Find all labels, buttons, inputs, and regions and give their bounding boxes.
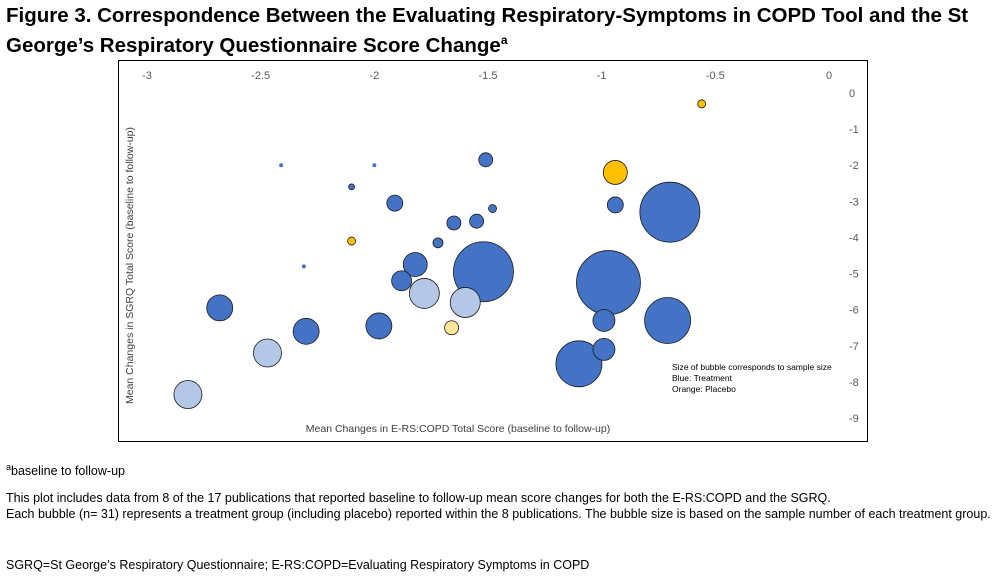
bubble-treatment-light-0 bbox=[408, 278, 440, 309]
y-tick-label: -5 bbox=[849, 269, 859, 281]
bubble-treatment-8 bbox=[386, 194, 404, 212]
bubble-treatment-13 bbox=[206, 294, 234, 322]
bubble-treatment-19 bbox=[592, 309, 616, 332]
bubble-treatment-1 bbox=[372, 163, 377, 168]
bubble-treatment-6 bbox=[469, 213, 485, 229]
y-axis-title: Mean Changes in SGRQ Total Score (baseli… bbox=[124, 127, 136, 404]
figure-title: Figure 3. Correspondence Between the Eva… bbox=[6, 4, 986, 58]
footnote-description-line-2: Each bubble (n= 31) represents a treatme… bbox=[6, 507, 991, 521]
bubble-treatment-2 bbox=[348, 183, 356, 191]
bubble-treatment-5 bbox=[488, 204, 497, 213]
y-tick-label: -3 bbox=[849, 196, 859, 208]
figure-title-text: Figure 3. Correspondence Between the Eva… bbox=[6, 4, 969, 57]
bubble-treatment-0 bbox=[279, 163, 284, 168]
y-tick-label: -6 bbox=[849, 305, 859, 317]
bubble-treatment-light-1 bbox=[449, 287, 481, 318]
chart-frame: -3 -2.5 -2 -1.5 -1 -0.5 0 0 -1 -2 -3 -4 -5 -6 -7 -8 -9 … bbox=[118, 60, 868, 442]
chart-legend: Size of bubble corresponds to sample siz… bbox=[672, 362, 832, 394]
legend-line-treatment: Blue: Treatment bbox=[672, 373, 733, 383]
footnote-description: This plot includes data from 8 of the 17… bbox=[6, 490, 996, 522]
bubble-treatment-20 bbox=[644, 297, 691, 344]
bubble-treatment-9 bbox=[432, 237, 444, 249]
bubble-treatment-22 bbox=[555, 340, 603, 388]
x-tick-label: -2 bbox=[369, 70, 379, 82]
footnote-a: abaseline to follow-up bbox=[6, 459, 996, 479]
legend-line-placebo: Orange: Placebo bbox=[672, 384, 736, 394]
bubble-placebo-0 bbox=[697, 99, 707, 109]
bubble-treatment-18 bbox=[576, 250, 641, 315]
y-tick-label: -4 bbox=[849, 232, 859, 244]
bubble-treatment-21 bbox=[592, 337, 616, 361]
bubble-treatment-10 bbox=[402, 252, 428, 277]
bubble-treatment-3 bbox=[301, 264, 306, 269]
bubble-treatment-17 bbox=[639, 181, 701, 243]
bubble-treatment-light-3 bbox=[173, 380, 203, 409]
x-tick-label: -1.5 bbox=[479, 70, 498, 82]
footnote-description-line-1: This plot includes data from 8 of the 17… bbox=[6, 491, 831, 505]
legend-line-size: Size of bubble corresponds to sample siz… bbox=[672, 362, 832, 372]
x-tick-label: 0 bbox=[826, 70, 832, 82]
bubble-chart: -3 -2.5 -2 -1.5 -1 -0.5 0 0-1-2-3-4-5-6-7-8-9 … bbox=[124, 70, 859, 435]
bubble-treatment-7 bbox=[446, 215, 462, 231]
bubble-treatment-11 bbox=[391, 270, 413, 292]
y-tick-label: 0 bbox=[849, 88, 855, 100]
bubble-treatment-light-2 bbox=[253, 338, 282, 368]
y-tick-label: -8 bbox=[849, 377, 859, 389]
y-axis-ticks: 0 -1 -2 -3 -4 -5 -6 -7 -8 -9 bbox=[849, 88, 859, 425]
bubble-treatment-16 bbox=[606, 196, 624, 214]
y-tick-label: -2 bbox=[849, 160, 859, 172]
x-axis-ticks: -3 -2.5 -2 -1.5 -1 -0.5 0 bbox=[142, 70, 832, 82]
x-tick-label: -2.5 bbox=[251, 70, 270, 82]
bubble-treatment-12 bbox=[453, 241, 514, 303]
footnote-a-marker: a bbox=[6, 462, 12, 472]
figure-title-superscript: a bbox=[500, 33, 508, 47]
y-tick-label: -1 bbox=[849, 124, 859, 136]
bubble-placebo-2 bbox=[347, 236, 357, 246]
bubble-treatment-15 bbox=[365, 312, 393, 340]
y-tick-label: -7 bbox=[849, 341, 859, 353]
x-tick-label: -0.5 bbox=[706, 70, 725, 82]
bubble-treatment-14 bbox=[292, 317, 320, 345]
bubble-placebo-light-0 bbox=[444, 320, 460, 336]
bubble-layer bbox=[173, 99, 707, 409]
y-tick-label: -9 bbox=[849, 413, 859, 425]
x-tick-label: -1 bbox=[597, 70, 607, 82]
footnote-a-text: baseline to follow-up bbox=[11, 464, 125, 479]
x-tick-label: -3 bbox=[142, 70, 152, 82]
x-axis-title: Mean Changes in E-RS:COPD Total Score (b… bbox=[306, 423, 610, 435]
footnote-abbreviations: SGRQ=St George’s Respiratory Questionnai… bbox=[6, 558, 590, 572]
bubble-placebo-1 bbox=[602, 160, 628, 185]
bubble-treatment-4 bbox=[478, 152, 494, 168]
